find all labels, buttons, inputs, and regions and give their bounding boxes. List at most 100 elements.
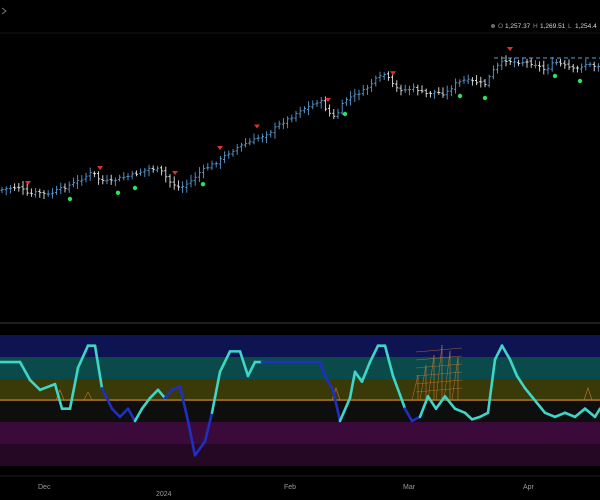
x-tick-2024: 2024 — [156, 491, 172, 498]
osc-segment — [418, 395, 430, 419]
ohlc-bar — [109, 174, 113, 185]
ohlc-bar — [584, 58, 588, 71]
ohlc-bar — [424, 88, 428, 98]
ohlc-bar — [554, 58, 558, 66]
ohlc-bar — [349, 91, 353, 106]
ohlc-bar — [323, 96, 327, 112]
ohlc-bar — [244, 138, 248, 148]
ohlc-bar — [17, 183, 21, 192]
ohlc-bar — [563, 60, 567, 69]
ohlc-bar — [361, 84, 365, 96]
ohlc-bar — [29, 188, 33, 197]
osc-segment — [368, 344, 380, 364]
ohlc-bar — [46, 190, 50, 198]
sell-marker — [217, 146, 223, 150]
ohlc-bar — [403, 84, 407, 93]
ohlc-bar — [21, 180, 25, 195]
ohlc-bar — [25, 183, 29, 196]
ohlc-bar — [126, 173, 130, 181]
ohlc-bar — [80, 175, 84, 186]
osc-segment — [391, 374, 402, 397]
ohlc-low-value: 1,254.4 — [575, 23, 597, 30]
chevron-icon — [1, 7, 7, 15]
ohlc-bar — [428, 90, 432, 98]
osc-segment — [133, 407, 144, 423]
ohlc-bar — [475, 75, 479, 86]
ohlc-bar — [315, 99, 319, 107]
ohlc-bar — [512, 57, 516, 68]
osc-segment — [410, 415, 422, 423]
ohlc-bar — [391, 74, 395, 88]
ohlc-bar — [206, 163, 210, 171]
ohlc-bar — [546, 63, 550, 75]
ohlc-bar — [567, 59, 571, 70]
osc-segment — [470, 415, 482, 421]
x-axis: Dec 2024 Feb Mar Apr — [0, 475, 600, 498]
osc-segment — [163, 388, 174, 400]
ohlc-bar — [382, 72, 386, 80]
ohlc-bar — [4, 186, 8, 196]
ohlc-bar — [176, 180, 180, 191]
ohlc-bar — [508, 58, 512, 65]
ohlc-bar — [500, 56, 504, 71]
osc-segment — [140, 396, 152, 410]
sell-marker — [390, 71, 396, 76]
buy-marker — [200, 182, 206, 187]
ohlc-bar — [479, 76, 483, 88]
ohlc-dot — [491, 24, 495, 28]
ohlc-bar — [214, 161, 218, 168]
buy-marker — [577, 78, 583, 84]
ohlc-bar — [374, 75, 378, 87]
ohlc-bar — [395, 80, 399, 92]
cloud-strand — [583, 387, 593, 401]
osc-segment — [18, 360, 32, 382]
osc-segment — [156, 388, 167, 400]
osc-segment — [563, 411, 577, 419]
ohlc-bar — [63, 183, 67, 193]
ohlc-open-value: 1,257.37 — [505, 23, 531, 30]
ohlc-bar — [433, 89, 437, 99]
osc-segment — [193, 440, 207, 457]
osc-segment — [246, 360, 257, 378]
osc-segment — [338, 396, 352, 423]
ohlc-bar — [122, 171, 126, 181]
ohlc-bar — [84, 172, 88, 183]
ohlc-bar — [197, 167, 201, 183]
osc-segment — [403, 407, 414, 423]
cloud-strand — [411, 374, 419, 401]
ohlc-low-label: L — [568, 23, 572, 30]
buy-marker — [115, 190, 121, 195]
ohlc-bar — [210, 160, 214, 170]
ohlc-bar — [449, 85, 453, 97]
ohlc-bar — [92, 171, 96, 178]
osc-segment — [553, 411, 567, 419]
osc-segment — [515, 374, 527, 390]
ohlc-bar — [319, 97, 323, 109]
ohlc-bar — [441, 87, 445, 98]
cloud-strand — [415, 347, 463, 353]
ohlc-bar — [118, 174, 122, 182]
osc-segment — [348, 370, 357, 400]
osc-segment — [523, 386, 537, 402]
ohlc-bar — [277, 120, 281, 130]
ohlc-bar — [202, 164, 206, 179]
osc-segment — [318, 360, 327, 378]
osc-segment — [583, 407, 597, 419]
ohlc-bar — [189, 174, 193, 188]
ohlc-bar — [550, 56, 554, 72]
ohlc-bar — [483, 79, 487, 88]
cloud-strand — [435, 344, 443, 401]
osc-segment — [126, 407, 137, 423]
osc-segment — [478, 411, 490, 419]
osc-segment — [426, 395, 438, 410]
ohlc-bar — [218, 155, 222, 169]
ohlc-bar — [105, 174, 109, 185]
osc-segment — [76, 344, 90, 370]
osc-segment — [118, 407, 130, 419]
buy-marker — [132, 185, 138, 191]
ohlc-bar — [151, 165, 155, 173]
ohlc-bar — [336, 108, 340, 119]
ohlc-bar — [223, 151, 227, 164]
ohlc-bar — [13, 183, 17, 191]
